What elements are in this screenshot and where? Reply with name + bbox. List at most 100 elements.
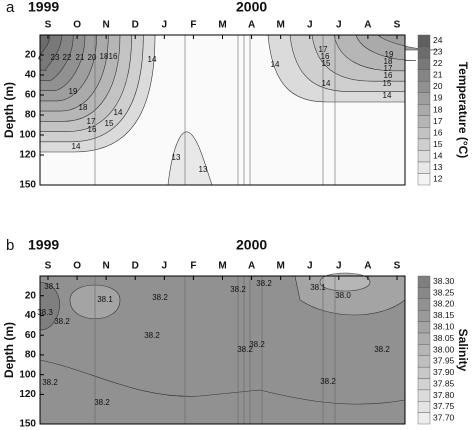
colorbar-tick-label: 37.90 <box>433 367 455 377</box>
contour-label: 17 <box>384 64 393 73</box>
colorbar-cell <box>417 104 431 116</box>
colorbar-cell <box>417 389 431 402</box>
colorbar-tick-label: 22 <box>433 58 443 68</box>
colorbar-title: Temperature (°C) <box>456 62 470 159</box>
contour-label: 15 <box>105 119 114 128</box>
colorbar-tick-label: 13 <box>433 162 443 172</box>
colorbar-tick-label: 37.75 <box>433 401 455 411</box>
contour-label: 38.2 <box>256 279 272 288</box>
x-tick-label: F <box>190 261 196 272</box>
contour-label: 38.3 <box>37 308 53 317</box>
x-tick-label: J <box>336 20 342 31</box>
x-tick-label: J <box>307 261 313 272</box>
colorbar-tick-label: 24 <box>433 35 443 45</box>
x-tick-label: O <box>73 20 81 31</box>
colorbar-cell <box>417 69 431 82</box>
colorbar-tick-label: 38.15 <box>433 310 455 320</box>
year-label: 2000 <box>236 237 267 253</box>
colorbar-cell <box>417 80 431 93</box>
colorbar-tick-label: 37.95 <box>433 356 455 366</box>
x-tick-label: M <box>218 20 226 31</box>
contour-label: 14 <box>148 55 157 64</box>
y-tick-label: 80 <box>25 350 37 361</box>
colorbar-tick-label: 15 <box>433 139 443 149</box>
contour-region <box>167 131 213 186</box>
colorbar-tick-label: 19 <box>433 93 443 103</box>
x-tick-label: F <box>190 20 196 31</box>
contour-label: 38.2 <box>237 345 253 354</box>
year-label: 2000 <box>236 0 267 15</box>
contour-label: 13 <box>172 153 181 162</box>
colorbar-tick-label: 23 <box>433 47 443 57</box>
colorbar-tick-label: 37.85 <box>433 378 455 388</box>
colorbar-cell <box>417 161 431 174</box>
contour-label: 14 <box>72 142 81 151</box>
x-tick-label: M <box>276 20 284 31</box>
contour-label: 38.2 <box>152 293 168 302</box>
contour-region <box>39 281 60 331</box>
colorbar-tick-label: 16 <box>433 127 443 137</box>
x-tick-label: N <box>103 20 110 31</box>
colorbar-cell <box>417 46 431 59</box>
y-axis-title: Depth (m) <box>2 82 16 138</box>
contour-label: 38.1 <box>44 282 60 291</box>
colorbar-tick-label: 37.80 <box>433 390 455 400</box>
contour-label: 14 <box>383 91 392 100</box>
y-tick-label: 150 <box>19 419 36 430</box>
contour-region <box>39 359 406 425</box>
panel: 23 22 21 20 18 16 1419181716151414131314171615… <box>2 0 470 191</box>
contour-label: 16 <box>109 52 118 61</box>
x-tick-label: O <box>73 261 81 272</box>
x-tick-label: S <box>45 261 52 272</box>
x-tick-label: A <box>248 20 255 31</box>
colorbar-tick-label: 37.70 <box>433 413 455 423</box>
x-tick-label: J <box>162 20 168 31</box>
contour-label: 18 <box>384 57 393 66</box>
y-tick-label: 20 <box>25 50 37 61</box>
contour-label: 15 <box>322 59 331 68</box>
y-tick-label: 120 <box>19 150 36 161</box>
contour-label: 22 <box>63 53 72 62</box>
x-tick-label: D <box>132 261 139 272</box>
x-tick-label: A <box>364 20 371 31</box>
colorbar-title: Salinity <box>456 329 470 372</box>
colorbar-tick-label: 18 <box>433 104 443 114</box>
colorbar-cell <box>417 57 431 70</box>
colorbar-tick-label: 12 <box>433 173 443 183</box>
contour-label: 15 <box>383 79 392 88</box>
x-tick-label: N <box>103 261 110 272</box>
y-tick-label: 40 <box>25 310 37 321</box>
x-tick-label: J <box>336 261 342 272</box>
colorbar-cell <box>417 127 431 140</box>
colorbar-tick-label: 38.05 <box>433 333 455 343</box>
contour-label: 14 <box>271 60 280 69</box>
contour-label: 18 <box>79 103 88 112</box>
contour-label: 16 <box>384 71 393 80</box>
contour-label: 14 <box>114 108 123 117</box>
colorbar-tick-label: 38.20 <box>433 299 455 309</box>
contour-label: 23 <box>51 53 60 62</box>
contour-label: 18 <box>100 52 109 61</box>
x-tick-label: D <box>132 20 139 31</box>
colorbar-tick-label: 38.10 <box>433 321 455 331</box>
panel-label: a <box>6 0 15 16</box>
y-tick-label: 120 <box>19 389 36 400</box>
colorbar-tick-label: 14 <box>433 150 443 160</box>
contour-label: 38.2 <box>54 317 70 326</box>
y-tick-label: 20 <box>25 290 37 301</box>
colorbar-tick-label: 38.00 <box>433 344 455 354</box>
contour-label: 21 <box>76 53 85 62</box>
colorbar-cell <box>417 401 431 413</box>
colorbar-tick-label: 17 <box>433 116 443 126</box>
contour-region <box>319 272 371 292</box>
x-tick-label: J <box>162 261 168 272</box>
colorbar-cell <box>417 298 431 311</box>
colorbar-cell <box>417 173 431 186</box>
contour-label: 38.2 <box>94 398 110 407</box>
contour-label: 14 <box>322 79 331 88</box>
x-tick-label: M <box>218 261 226 272</box>
colorbar-cell <box>417 321 431 334</box>
contour-label: 17 <box>87 117 96 126</box>
contour-label: 16 <box>88 125 97 134</box>
